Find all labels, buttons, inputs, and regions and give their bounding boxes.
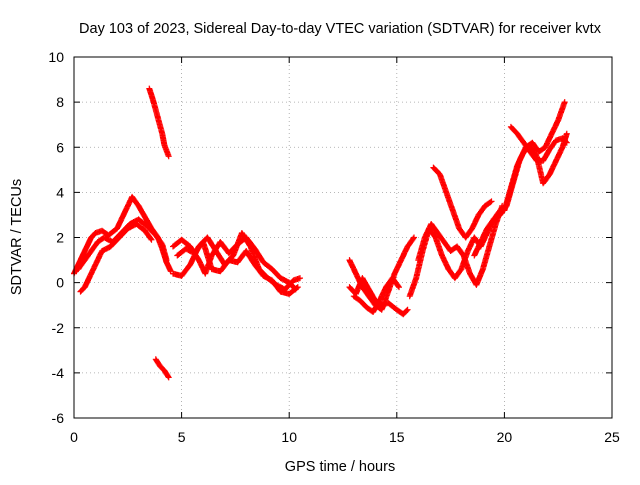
y-tick-label: 6 — [56, 139, 64, 155]
chart-title: Day 103 of 2023, Sidereal Day-to-day VTE… — [79, 21, 602, 37]
x-axis-label: GPS time / hours — [285, 459, 395, 475]
data-points — [350, 275, 402, 315]
y-tick-label: 8 — [56, 94, 64, 110]
data-series-arc-h — [174, 239, 301, 297]
data-series-arc-j — [346, 275, 411, 318]
y-tick-label: -4 — [52, 365, 65, 381]
data-points — [152, 356, 172, 381]
x-tick-label: 20 — [497, 429, 513, 445]
data-points — [415, 202, 506, 288]
data-series-arc-q — [501, 130, 570, 214]
y-tick-label: -6 — [52, 410, 65, 426]
data-series-arc-n — [430, 164, 495, 241]
data-points — [501, 130, 570, 214]
data-series-arc-d — [146, 85, 172, 160]
data-points — [430, 164, 495, 241]
y-tick-label: 2 — [56, 230, 64, 246]
x-tick-label: 15 — [389, 429, 405, 445]
y-tick-label: 0 — [56, 275, 64, 291]
data-points — [146, 85, 172, 160]
data-points — [471, 99, 568, 259]
x-tick-label: 10 — [281, 429, 297, 445]
data-series-arc-m — [415, 202, 506, 288]
y-tick-label: -2 — [52, 320, 65, 336]
data-series-arc-o — [471, 99, 568, 259]
data-series-arc-c — [77, 221, 155, 295]
data-series-arc-k — [350, 275, 402, 315]
x-tick-label: 5 — [178, 429, 186, 445]
tick-layer: 0 5 10 15 20 25 -6 -4 -2 0 2 4 6 8 10 — [48, 49, 620, 445]
grid-layer — [74, 57, 612, 418]
data-points — [77, 221, 155, 295]
data-series-arc-e — [152, 356, 172, 381]
y-tick-label: 10 — [48, 49, 64, 65]
data-points — [346, 275, 411, 318]
y-tick-label: 4 — [56, 184, 64, 200]
data-layer — [71, 85, 570, 381]
x-tick-label: 0 — [70, 429, 78, 445]
data-points — [174, 239, 301, 297]
x-tick-label: 25 — [604, 429, 620, 445]
y-axis-label: SDTVAR / TECUs — [9, 179, 25, 295]
